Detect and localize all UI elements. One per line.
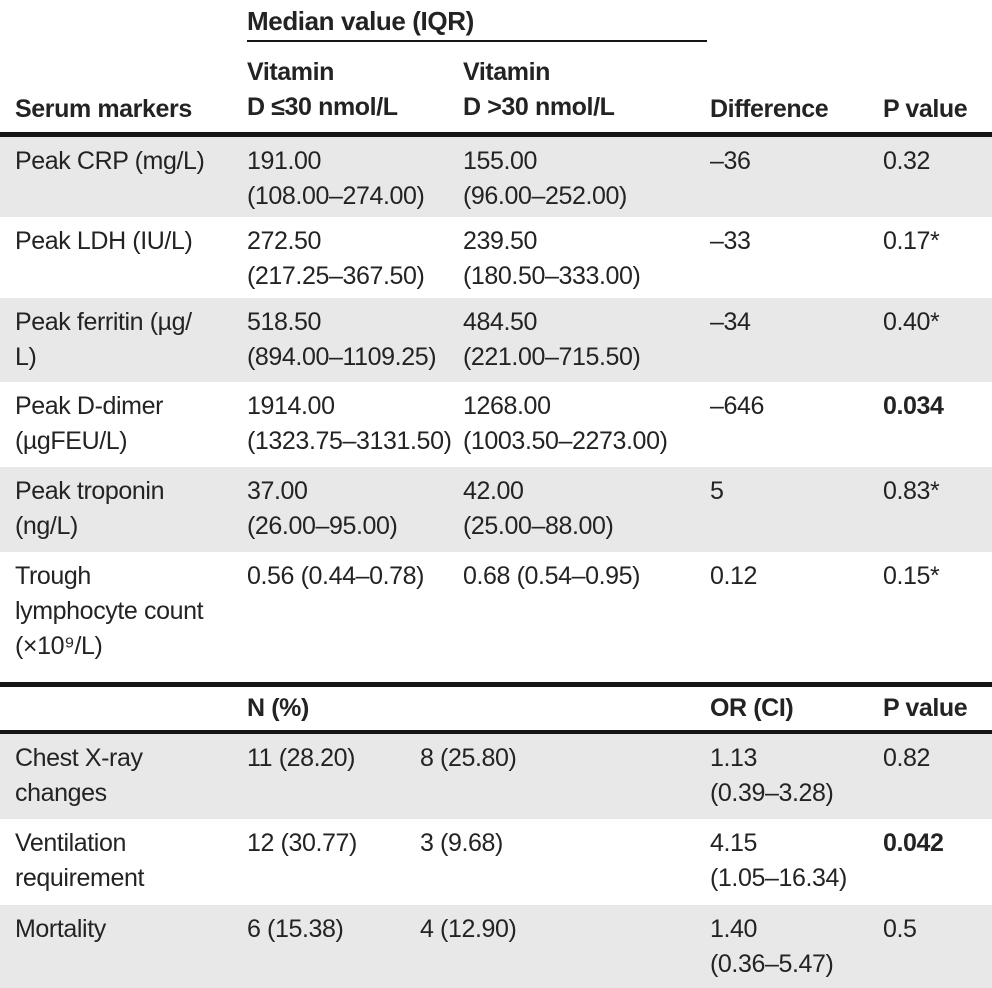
median-high-cell: 239.50 (180.50–333.00) — [463, 227, 641, 290]
column-header-vitamin-d-high: Vitamin D >30 nmol/L — [463, 58, 615, 121]
n-high-cell: 8 (25.80) — [420, 744, 517, 772]
vitamin-d-subheaders: Vitamin D ≤30 nmol/L Vitamin D >30 nmol/… — [247, 55, 710, 125]
difference-cell: –36 — [710, 147, 751, 175]
table1-header: Serum markers Median value (IQR) Vitamin… — [0, 0, 992, 137]
serum-marker-cell: Peak ferritin (µg/ L) — [15, 308, 192, 371]
odds-ratio-cell: 1.40 (0.36–5.47) — [710, 915, 834, 978]
column-header-p-value: P value — [883, 95, 968, 123]
difference-cell: –34 — [710, 308, 751, 336]
median-high-cell: 155.00 (96.00–252.00) — [463, 147, 627, 210]
p-value-cell: 0.83* — [883, 477, 940, 505]
n-high-cell: 3 (9.68) — [420, 829, 503, 857]
p-value-cell: 0.32 — [883, 147, 931, 175]
serum-marker-cell: Peak LDH (IU/L) — [15, 227, 193, 255]
p-value-cell-significant: 0.042 — [883, 829, 944, 857]
serum-marker-cell: Trough lymphocyte count (×10⁹/L) — [15, 562, 204, 660]
median-high-cell: 0.68 (0.54–0.95) — [463, 562, 641, 590]
difference-cell: –33 — [710, 227, 751, 255]
difference-cell: 5 — [710, 477, 724, 505]
n-low-cell: 12 (30.77) — [247, 829, 357, 857]
median-high-cell: 42.00 (25.00–88.00) — [463, 477, 614, 540]
column-header-blank — [0, 687, 247, 730]
difference-cell: 0.12 — [710, 562, 758, 590]
table-row: Peak LDH (IU/L) 272.50 (217.25–367.50) 2… — [0, 217, 992, 298]
median-value-group-header: Median value (IQR) Vitamin D ≤30 nmol/L … — [247, 0, 710, 132]
table-row: Mortality 6 (15.38) 4 (12.90) 1.40 (0.36… — [0, 905, 992, 988]
p-value-cell: 0.5 — [883, 915, 917, 943]
column-header-p-value: P value — [883, 694, 968, 722]
n-high-cell: 4 (12.90) — [420, 915, 517, 943]
column-header-blank — [420, 687, 710, 730]
table-row: Peak D-dimer (µgFEU/L) 1914.00 (1323.75–… — [0, 382, 992, 467]
p-value-cell: 0.17* — [883, 227, 940, 255]
serum-marker-cell: Peak CRP (mg/L) — [15, 147, 205, 175]
group-header-median-value-iqr: Median value (IQR) — [247, 4, 707, 42]
outcome-cell: Mortality — [15, 915, 106, 943]
table-row: Ventilation requirement 12 (30.77) 3 (9.… — [0, 819, 992, 905]
column-header-or-ci: OR (CI) — [710, 694, 794, 722]
n-low-cell: 6 (15.38) — [247, 915, 344, 943]
median-low-cell: 37.00 (26.00–95.00) — [247, 477, 398, 540]
table-row: Peak ferritin (µg/ L) 518.50 (894.00–110… — [0, 298, 992, 382]
table2-header: N (%) OR (CI) P value — [0, 682, 992, 734]
median-low-cell: 518.50 (894.00–1109.25) — [247, 308, 437, 371]
table-row: Chest X-ray changes 11 (28.20) 8 (25.80)… — [0, 734, 992, 819]
table-row: Peak CRP (mg/L) 191.00 (108.00–274.00) 1… — [0, 137, 992, 217]
odds-ratio-cell: 4.15 (1.05–16.34) — [710, 829, 847, 892]
table-row: Peak troponin (ng/L) 37.00 (26.00–95.00)… — [0, 467, 992, 552]
median-high-cell: 1268.00 (1003.50–2273.00) — [463, 392, 668, 455]
table-row: Trough lymphocyte count (×10⁹/L) 0.56 (0… — [0, 552, 992, 682]
median-high-cell: 484.50 (221.00–715.50) — [463, 308, 641, 371]
column-header-n-percent: N (%) — [247, 694, 309, 722]
p-value-cell: 0.40* — [883, 308, 940, 336]
serum-marker-cell: Peak troponin (ng/L) — [15, 477, 165, 540]
n-low-cell: 11 (28.20) — [247, 744, 356, 772]
p-value-cell-significant: 0.034 — [883, 392, 944, 420]
column-header-vitamin-d-low: Vitamin D ≤30 nmol/L — [247, 58, 398, 121]
p-value-cell: 0.15* — [883, 562, 940, 590]
column-header-serum-markers: Serum markers — [15, 95, 192, 123]
median-low-cell: 0.56 (0.44–0.78) — [247, 562, 425, 590]
serum-marker-cell: Peak D-dimer (µgFEU/L) — [15, 392, 164, 455]
p-value-cell: 0.82 — [883, 744, 931, 772]
median-low-cell: 272.50 (217.25–367.50) — [247, 227, 425, 290]
outcome-cell: Chest X-ray changes — [15, 744, 143, 807]
median-low-cell: 191.00 (108.00–274.00) — [247, 147, 425, 210]
outcome-cell: Ventilation requirement — [15, 829, 144, 892]
odds-ratio-cell: 1.13 (0.39–3.28) — [710, 744, 834, 807]
column-header-difference: Difference — [710, 95, 829, 123]
difference-cell: –646 — [710, 392, 765, 420]
median-low-cell: 1914.00 (1323.75–3131.50) — [247, 392, 452, 455]
